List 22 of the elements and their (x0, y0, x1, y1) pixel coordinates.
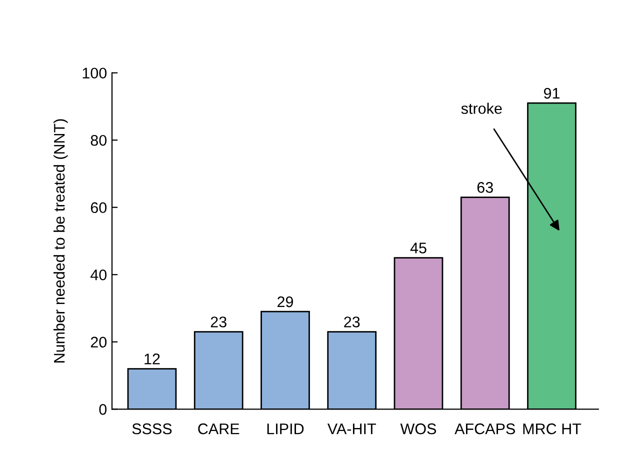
x-tick-label: WOS (400, 423, 436, 434)
y-tick-label: 80 (90, 134, 107, 146)
data-label: 12 (144, 354, 160, 364)
x-tick-label: VA-HIT (327, 424, 376, 434)
y-axis-title: Number needed to be treated (NNT) (54, 119, 68, 362)
x-tick-label: CARE (198, 423, 240, 434)
annotation: stroke (461, 102, 502, 114)
x-tick-label: LIPID (267, 424, 304, 434)
x-tick-label: SSSS (132, 423, 172, 434)
data-label: 91 (544, 88, 560, 99)
x-tick-label: MRC HT (523, 423, 582, 434)
data-label: 23 (344, 316, 360, 328)
data-label: 23 (210, 316, 226, 328)
data-label: 45 (410, 242, 426, 254)
y-tick-label: 60 (90, 202, 107, 214)
y-tick-label: 100 (82, 68, 107, 79)
y-tick-label: 0 (99, 404, 107, 415)
x-tick-label: AFCAPS (454, 423, 515, 434)
data-label: 29 (278, 296, 294, 308)
y-tick-label: 40 (90, 269, 107, 280)
y-tick-label: 20 (90, 336, 107, 348)
data-label: 63 (477, 182, 493, 193)
